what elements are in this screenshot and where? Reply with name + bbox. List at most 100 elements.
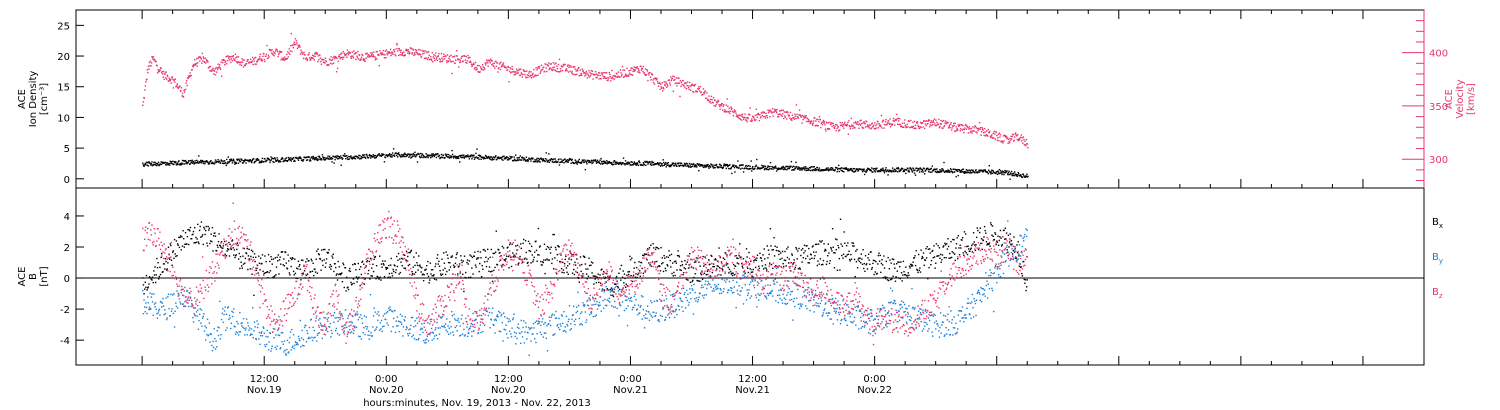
field-point xyxy=(716,265,718,267)
field-point xyxy=(430,273,432,275)
field-point xyxy=(831,250,833,252)
density-point xyxy=(649,161,651,163)
field-point xyxy=(797,250,799,252)
field-point xyxy=(598,281,600,284)
field-point xyxy=(861,263,864,266)
velocity-point xyxy=(621,65,624,68)
density-point xyxy=(177,163,179,166)
density-point xyxy=(1016,175,1018,178)
density-point xyxy=(323,156,326,159)
velocity-point xyxy=(152,56,155,58)
velocity-point xyxy=(540,69,542,71)
field-point xyxy=(653,247,655,249)
density-point xyxy=(561,160,563,162)
density-point xyxy=(831,167,834,169)
field-point xyxy=(874,259,876,262)
velocity-point xyxy=(891,123,894,125)
density-point xyxy=(199,161,202,163)
field-point xyxy=(184,232,187,234)
velocity-point xyxy=(509,67,511,69)
density-point xyxy=(430,156,432,159)
density-point xyxy=(481,156,484,158)
field-point xyxy=(161,252,163,255)
velocity-point xyxy=(881,127,883,129)
density-point xyxy=(969,171,972,173)
density-point xyxy=(639,161,641,164)
velocity-point xyxy=(305,57,308,59)
field-point xyxy=(606,272,608,275)
velocity-point xyxy=(955,130,957,133)
density-point xyxy=(283,160,285,163)
velocity-point xyxy=(333,55,335,58)
velocity-point xyxy=(895,113,898,116)
field-point xyxy=(897,261,899,263)
velocity-point xyxy=(403,55,405,57)
density-point xyxy=(952,168,955,170)
field-point xyxy=(915,250,917,252)
density-point xyxy=(756,158,758,161)
field-point xyxy=(349,270,352,273)
velocity-point xyxy=(382,53,384,56)
velocity-point xyxy=(636,67,638,69)
density-point xyxy=(961,171,963,173)
density-point xyxy=(914,169,916,171)
density-point xyxy=(777,167,780,169)
density-point xyxy=(326,157,329,159)
field-point xyxy=(544,272,546,275)
density-point xyxy=(913,172,916,174)
density-point xyxy=(438,155,440,157)
field-point xyxy=(764,264,767,266)
field-point xyxy=(342,262,344,264)
velocity-point xyxy=(919,126,921,128)
field-point xyxy=(461,273,464,276)
velocity-point xyxy=(149,60,152,62)
density-point xyxy=(567,159,570,162)
density-point xyxy=(238,159,241,162)
density-point xyxy=(234,163,236,165)
density-point xyxy=(914,174,917,176)
velocity-point xyxy=(923,127,926,130)
field-point xyxy=(914,264,917,267)
field-point xyxy=(884,276,886,278)
velocity-point xyxy=(552,62,555,64)
density-point xyxy=(694,164,696,167)
velocity-point xyxy=(758,119,761,122)
field-point xyxy=(330,268,332,270)
density-point xyxy=(507,158,510,161)
velocity-point xyxy=(987,135,989,137)
field-point xyxy=(460,255,462,257)
density-point xyxy=(642,164,644,167)
velocity-point xyxy=(766,115,768,117)
velocity-point xyxy=(940,123,943,125)
velocity-point xyxy=(682,84,685,86)
density-point xyxy=(369,155,371,157)
density-point xyxy=(874,171,877,173)
field-point xyxy=(722,269,724,271)
field-point xyxy=(549,252,552,254)
density-point xyxy=(1008,170,1010,172)
density-point xyxy=(288,158,290,161)
density-point xyxy=(791,169,793,171)
field-point xyxy=(767,249,770,251)
field-point xyxy=(786,256,789,259)
velocity-point xyxy=(384,54,386,56)
velocity-point xyxy=(210,70,213,72)
field-point xyxy=(660,262,663,265)
density-point xyxy=(985,170,987,173)
field-point xyxy=(969,250,971,252)
density-point xyxy=(354,158,357,160)
density-point xyxy=(156,162,159,165)
velocity-point xyxy=(794,115,797,117)
density-point xyxy=(270,156,272,158)
field-point xyxy=(310,258,312,261)
field-point xyxy=(183,237,185,240)
velocity-point xyxy=(262,55,264,58)
density-point xyxy=(798,167,801,169)
field-point xyxy=(701,278,704,280)
velocity-point xyxy=(378,54,380,57)
field-point xyxy=(725,264,728,266)
velocity-point xyxy=(539,72,541,75)
density-point xyxy=(228,162,230,164)
density-point xyxy=(634,162,636,164)
field-point xyxy=(171,264,173,266)
